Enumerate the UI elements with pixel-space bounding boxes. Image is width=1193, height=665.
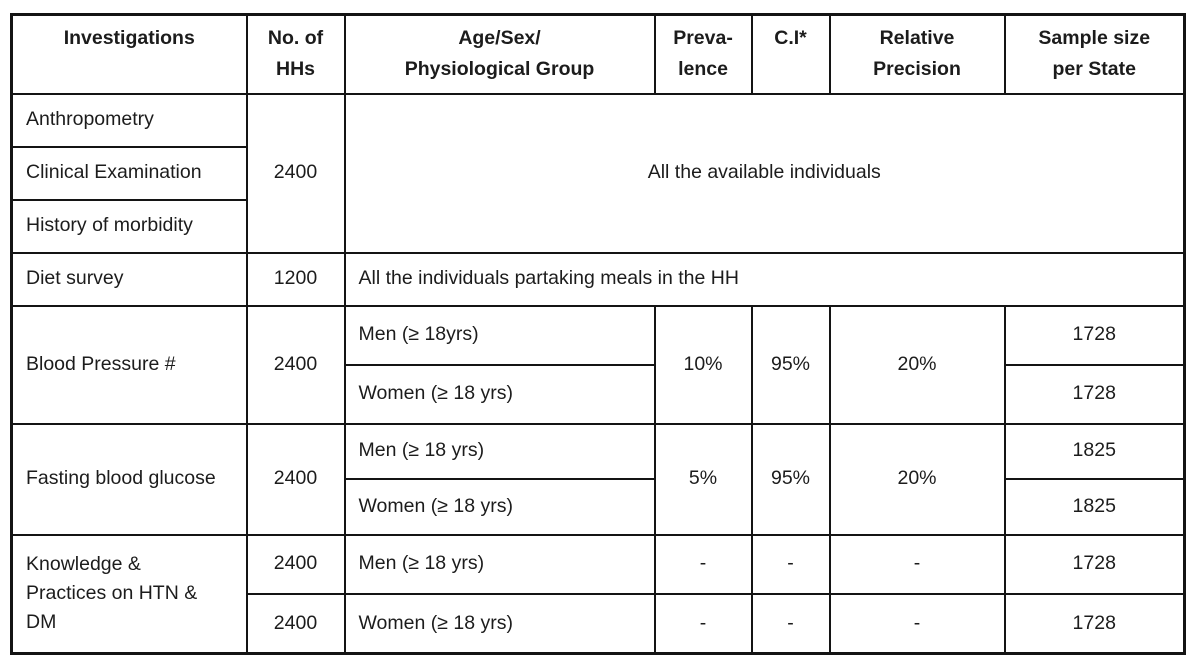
- cell-fbg-hhs: 2400: [245, 422, 346, 536]
- cell-fbg-women-group: Women (≥ 18 yrs): [343, 477, 656, 536]
- row-anthropometry: Anthropometry 2400 All the available ind…: [10, 92, 1186, 254]
- header-cell-investigations: Investigations: [10, 13, 248, 95]
- cell-diet-hhs: 1200: [245, 251, 346, 307]
- cell-fbg-prevalence: 5%: [653, 422, 753, 536]
- header-cell-relative-precision: Relative Precision: [828, 13, 1006, 95]
- cell-kp-women-hhs: 2400: [245, 592, 346, 655]
- header-cell-no-of-hhs: No. of HHs: [245, 13, 346, 95]
- cell-fbg-relative-precision: 20%: [828, 422, 1006, 536]
- cell-bp-women-sample-size: 1728: [1003, 363, 1186, 425]
- cell-general-coverage: All the available individuals: [343, 92, 1186, 254]
- cell-kp-women-sample-size: 1728: [1003, 592, 1186, 655]
- row-knowledge-practices-women: 2400 Women (≥ 18 yrs) - - - 1728: [12, 592, 1186, 655]
- cell-kp-women-group: Women (≥ 18 yrs): [343, 592, 656, 655]
- row-knowledge-practices-men: Knowledge & Practices on HTN & DM 2400 M…: [10, 533, 1186, 655]
- cell-kp-investigation: Knowledge & Practices on HTN & DM: [10, 533, 248, 655]
- cell-general-hhs: 2400: [245, 92, 346, 254]
- row-history-of-morbidity: History of morbidity: [10, 198, 1185, 254]
- cell-anthropometry: Anthropometry: [10, 92, 248, 148]
- cell-fbg-women-sample-size: 1825: [1003, 477, 1186, 536]
- header-cell-ci: C.I*: [750, 13, 831, 95]
- row-blood-pressure-women: Women (≥ 18 yrs) 1728: [12, 363, 1186, 425]
- cell-diet-coverage: All the individuals partaking meals in t…: [343, 251, 1186, 307]
- row-blood-pressure-men: Blood Pressure # 2400 Men (≥ 18yrs) 10% …: [10, 304, 1186, 425]
- cell-bp-women-group: Women (≥ 18 yrs): [343, 363, 656, 425]
- header-cell-prevalence: Preva- lence: [653, 13, 753, 95]
- cell-kp-men-hhs: 2400: [245, 533, 346, 595]
- cell-bp-ci: 95%: [750, 304, 831, 425]
- row-diet-survey: Diet survey 1200 All the individuals par…: [10, 251, 1186, 307]
- table-header-row: Investigations No. of HHs Age/Sex/ Physi…: [10, 13, 1186, 95]
- cell-kp-women-prevalence: -: [653, 592, 753, 655]
- cell-kp-men-prevalence: -: [653, 533, 753, 595]
- cell-bp-prevalence: 10%: [653, 304, 753, 425]
- survey-sampling-table: Investigations No. of HHs Age/Sex/ Physi…: [10, 13, 1186, 655]
- cell-diet-survey: Diet survey: [10, 251, 248, 307]
- cell-fbg-men-group: Men (≥ 18 yrs): [343, 422, 656, 480]
- cell-bp-investigation: Blood Pressure #: [10, 304, 248, 425]
- cell-kp-women-ci: -: [750, 592, 831, 655]
- cell-kp-men-group: Men (≥ 18 yrs): [343, 533, 656, 595]
- cell-clinical-examination: Clinical Examination: [10, 145, 248, 201]
- header-cell-age-sex-group: Age/Sex/ Physiological Group: [343, 13, 656, 95]
- cell-fbg-ci: 95%: [750, 422, 831, 536]
- cell-kp-men-sample-size: 1728: [1003, 533, 1186, 595]
- cell-history-of-morbidity: History of morbidity: [10, 198, 248, 254]
- row-fasting-glucose-men: Fasting blood glucose 2400 Men (≥ 18 yrs…: [10, 422, 1186, 536]
- cell-bp-hhs: 2400: [245, 304, 346, 425]
- cell-fbg-men-sample-size: 1825: [1003, 422, 1186, 480]
- cell-bp-men-sample-size: 1728: [1003, 304, 1186, 366]
- row-fasting-glucose-women: Women (≥ 18 yrs) 1825: [12, 477, 1186, 536]
- row-clinical-examination: Clinical Examination: [10, 145, 1185, 201]
- cell-fbg-investigation: Fasting blood glucose: [10, 422, 248, 536]
- cell-bp-relative-precision: 20%: [828, 304, 1006, 425]
- cell-kp-men-ci: -: [750, 533, 831, 595]
- cell-kp-women-relative-precision: -: [828, 592, 1006, 655]
- header-cell-sample-size: Sample size per State: [1003, 13, 1186, 95]
- cell-bp-men-group: Men (≥ 18yrs): [343, 304, 656, 366]
- cell-kp-men-relative-precision: -: [828, 533, 1006, 595]
